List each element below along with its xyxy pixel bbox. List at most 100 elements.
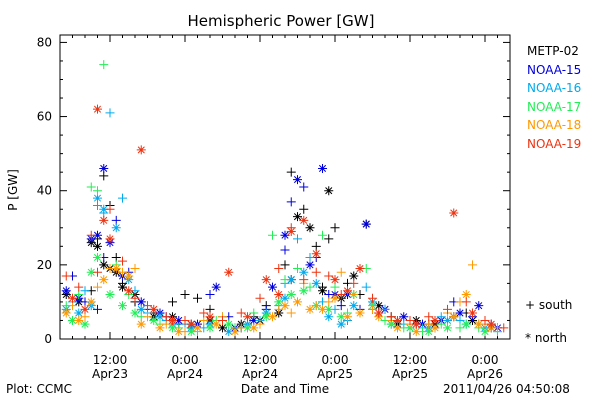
north-point (211, 319, 221, 329)
south-point (293, 234, 302, 244)
north-point (468, 308, 477, 318)
north-point (343, 312, 352, 322)
north-point (243, 323, 252, 333)
south-point (130, 293, 140, 303)
north-point (280, 301, 290, 311)
south-point (311, 301, 321, 311)
south-point (324, 234, 334, 244)
north-point (224, 267, 234, 277)
north-point (136, 145, 146, 155)
y-tick-label: 0 (44, 332, 52, 346)
north-point (124, 271, 134, 281)
north-point (155, 323, 165, 333)
north-point (68, 293, 77, 303)
south-point (143, 312, 152, 322)
south-point (180, 290, 190, 300)
south-point (324, 297, 334, 307)
north-point (311, 278, 321, 288)
south-point (443, 304, 452, 314)
south-point (305, 252, 315, 262)
north-point (280, 293, 290, 303)
north-point (261, 275, 271, 285)
x-tick-label-date: Apr24 (167, 367, 203, 381)
south-point (199, 308, 209, 318)
north-point (124, 286, 134, 296)
north-point (318, 286, 327, 296)
legend-entry: NOAA-18 (527, 118, 582, 132)
north-point (155, 312, 165, 322)
south-point (318, 230, 327, 240)
north-point (330, 275, 340, 285)
south-point (311, 267, 321, 277)
north-point (68, 315, 77, 325)
south-point (93, 186, 102, 196)
north-point (168, 323, 177, 333)
south-point (293, 264, 302, 274)
north-point (80, 304, 90, 314)
north-point (61, 308, 71, 318)
north-point (99, 215, 109, 225)
south-point (349, 278, 359, 288)
north-point (105, 290, 115, 300)
north-point (399, 312, 409, 322)
south-point (143, 301, 152, 311)
y-tick-label: 40 (37, 184, 52, 198)
north-point (393, 315, 402, 325)
x-tick-label-date: Apr23 (92, 367, 128, 381)
north-point (211, 282, 221, 292)
north-point (93, 230, 102, 240)
south-point (386, 312, 396, 322)
south-point (61, 271, 71, 281)
north-point (355, 308, 365, 318)
north-point (136, 319, 146, 329)
north-point (393, 323, 402, 333)
north-point (293, 297, 302, 307)
north-point (293, 175, 302, 185)
north-point (111, 264, 121, 274)
north-point (118, 282, 127, 292)
south-point (380, 304, 390, 314)
south-point (249, 308, 259, 318)
legend-entry: NOAA-15 (527, 62, 582, 77)
legend-south-marker: + south (525, 298, 573, 312)
north-point (449, 208, 459, 218)
north-point (474, 319, 484, 329)
north-point (130, 308, 140, 318)
south-point (255, 293, 265, 303)
x-axis-label: Date and Time (240, 382, 330, 396)
south-point (336, 301, 346, 311)
legend-entry: NOAA-19 (527, 136, 582, 151)
south-point (93, 267, 102, 277)
south-point (461, 297, 471, 307)
north-point (311, 249, 321, 259)
x-tick-label-date: Apr25 (392, 367, 428, 381)
north-point (318, 163, 327, 173)
south-point (405, 315, 415, 325)
north-point (411, 327, 421, 337)
north-point (274, 290, 284, 300)
south-point (93, 304, 102, 314)
x-tick-label-time: 0:00 (172, 353, 199, 367)
north-point (99, 163, 109, 173)
north-point (330, 293, 340, 303)
north-point (443, 315, 452, 325)
south-point (274, 264, 284, 274)
x-tick-label-time: 0:00 (472, 353, 499, 367)
south-point (86, 230, 96, 240)
south-point (286, 167, 296, 177)
south-point (193, 293, 202, 303)
south-point (118, 267, 127, 277)
south-point (305, 282, 315, 292)
south-point (180, 315, 190, 325)
north-point (136, 297, 146, 307)
legend-north-marker: * north (525, 331, 568, 345)
north-point (286, 226, 296, 236)
north-point (174, 327, 184, 337)
north-point (286, 290, 296, 300)
north-point (74, 315, 84, 325)
south-point (368, 293, 377, 303)
north-point (99, 275, 109, 285)
north-point (230, 327, 240, 337)
y-tick-label: 20 (37, 258, 52, 272)
